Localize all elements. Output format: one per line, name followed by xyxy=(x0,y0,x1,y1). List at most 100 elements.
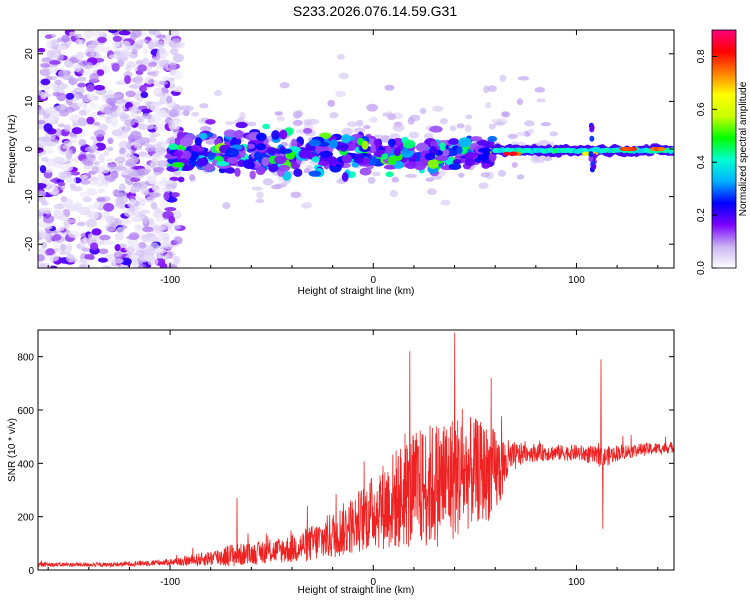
spectrogram-cell xyxy=(44,166,54,173)
spectrogram-cell xyxy=(73,202,83,210)
spectrogram-cell xyxy=(71,186,83,192)
colorbar-ticks: 0.0 0.2 0.4 0.6 0.8 xyxy=(696,49,717,275)
spectrogram-cell xyxy=(89,176,100,181)
spectrogram-cell xyxy=(98,114,110,119)
spectrogram-cell xyxy=(107,163,118,170)
spectrogram-cell xyxy=(138,263,147,268)
spectrogram-cell xyxy=(107,117,119,125)
spectrogram-cell xyxy=(493,121,506,126)
spectrogram-cell xyxy=(157,47,167,55)
spectrogram-cell xyxy=(303,168,311,174)
spectrogram-x-tick-label: 0 xyxy=(370,275,376,286)
spectrogram-cell xyxy=(53,203,65,210)
spectrogram-cell xyxy=(38,196,46,202)
spectrogram-cell xyxy=(487,85,497,92)
spectrogram-cell xyxy=(149,102,160,112)
spectrogram-cell xyxy=(127,238,139,248)
spectrogram-cell xyxy=(151,113,162,122)
spectrogram-cell xyxy=(353,127,366,134)
spectrogram-cell xyxy=(60,196,68,203)
spectrogram-cell xyxy=(38,253,45,262)
spectrogram-cell xyxy=(186,145,193,153)
spectrogram-cell xyxy=(194,137,203,146)
spectrogram-cell xyxy=(139,84,147,93)
spectrogram-cell xyxy=(142,226,154,233)
spectrogram-cell xyxy=(247,121,257,127)
spectrogram-cell xyxy=(111,63,120,72)
spectrogram-cell xyxy=(142,48,149,55)
spectrogram-cell xyxy=(249,170,256,180)
spectrogram-cell xyxy=(128,198,136,206)
spectrogram-cell xyxy=(57,103,67,110)
spectrogram-cell xyxy=(69,176,77,185)
spectrogram-cell xyxy=(56,45,67,51)
spectrogram-cell xyxy=(135,249,146,257)
spectrogram-cell xyxy=(51,109,60,119)
spectrogram-cell xyxy=(131,30,142,38)
spectrogram-cell xyxy=(163,191,170,201)
spectrogram-cell xyxy=(346,121,358,128)
spectrogram-cell xyxy=(171,38,181,43)
chart-title: S233.2026.076.14.59.G31 xyxy=(293,3,457,19)
spectrogram-cell xyxy=(166,95,173,104)
spectrogram-cell xyxy=(425,177,434,182)
colorbar-tick-label: 0.2 xyxy=(696,208,707,222)
spectrogram-cell xyxy=(497,169,507,177)
spectrogram-cell xyxy=(456,123,465,129)
snr-x-tick-label: 100 xyxy=(568,577,585,588)
spectrogram-cell xyxy=(182,164,194,171)
spectrogram-cell xyxy=(66,149,73,157)
spectrogram-cell xyxy=(246,143,255,150)
spectrogram-cell xyxy=(91,210,99,220)
spectrogram-cell xyxy=(621,147,630,151)
spectrogram-cell xyxy=(589,135,595,142)
spectrogram-cell xyxy=(540,122,551,127)
spectrogram-cell xyxy=(148,30,157,36)
snr-x-tick-label: 0 xyxy=(370,577,376,588)
spectrogram-cell xyxy=(63,140,73,147)
spectrogram-cell xyxy=(124,119,135,127)
spectrogram-cell xyxy=(139,39,148,44)
spectrogram-cell xyxy=(134,195,141,200)
spectrogram-cell xyxy=(381,153,389,160)
spectrogram-cell xyxy=(463,152,477,159)
spectrogram-cell xyxy=(311,156,320,163)
spectrogram-cell xyxy=(97,124,108,132)
colorbar: 0.0 0.2 0.4 0.6 0.8 Normalized spectral ampl… xyxy=(696,29,749,275)
spectrogram-cell xyxy=(464,124,472,133)
spectrogram-cell xyxy=(224,121,235,126)
spectrogram-cell xyxy=(262,178,274,186)
spectrogram-cell xyxy=(147,40,156,49)
spectrogram-cell xyxy=(131,101,141,108)
spectrogram-cell xyxy=(84,49,95,58)
spectrogram-cell xyxy=(39,165,47,174)
spectrogram-cell xyxy=(142,57,150,65)
spectrogram-cell xyxy=(361,140,369,150)
spectrogram-cell xyxy=(427,159,439,169)
spectrogram-cell xyxy=(253,151,261,161)
spectrogram-cell xyxy=(81,247,91,252)
spectrogram-cell xyxy=(125,158,137,166)
spectrogram-cell xyxy=(290,191,302,199)
spectrogram-cell xyxy=(214,89,223,97)
spectrogram-cell xyxy=(156,92,168,98)
spectrogram-cell xyxy=(199,103,209,109)
spectrogram-cell xyxy=(424,132,434,140)
spectrogram-cell xyxy=(38,229,47,238)
spectrogram-cell xyxy=(487,135,498,143)
spectrogram-cell xyxy=(516,131,526,137)
spectrogram-cell xyxy=(89,73,99,82)
spectrogram-cell xyxy=(449,125,457,132)
spectrogram-cell xyxy=(62,144,71,149)
spectrogram-cell xyxy=(290,138,298,149)
spectrogram-cell xyxy=(327,99,335,107)
spectrogram-cell xyxy=(292,119,303,126)
spectrogram-cell xyxy=(162,232,170,241)
spectrogram-cell xyxy=(235,121,248,129)
spectrogram-cell xyxy=(271,130,280,140)
spectrogram-cell xyxy=(146,177,157,184)
snr-axes: -100 0 100 0 200 400 600 800 xyxy=(17,330,674,588)
spectrogram-cell xyxy=(143,124,155,130)
spectrogram-cell xyxy=(38,247,45,254)
spectrogram-cell xyxy=(78,139,87,146)
